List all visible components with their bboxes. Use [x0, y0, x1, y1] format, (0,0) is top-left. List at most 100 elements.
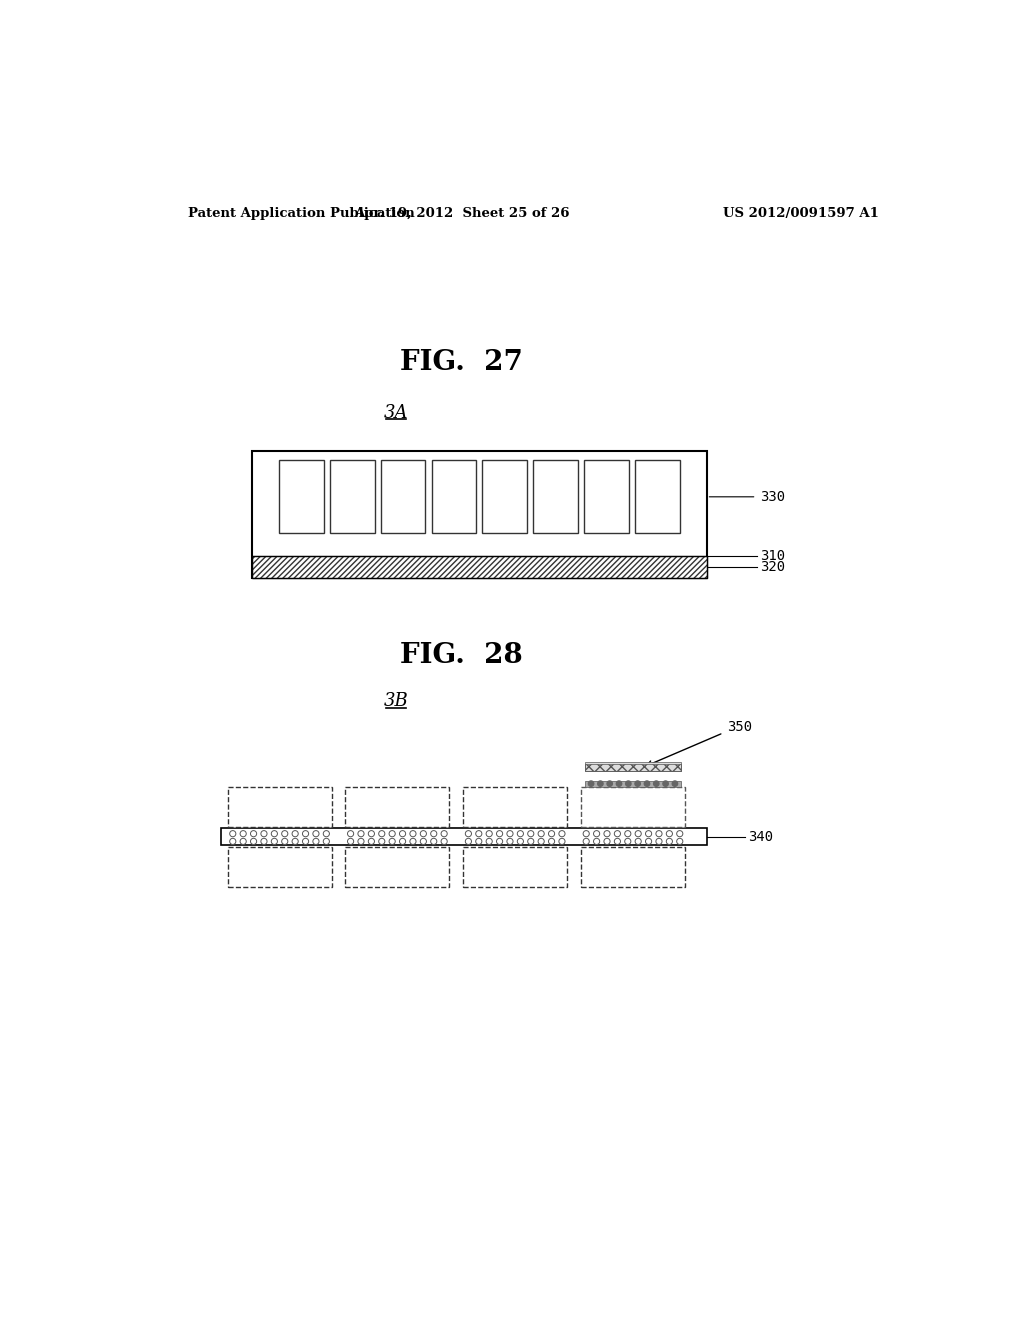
Bar: [252, 557, 707, 578]
Circle shape: [431, 838, 437, 845]
Circle shape: [583, 830, 589, 837]
Circle shape: [677, 830, 683, 837]
Circle shape: [324, 830, 330, 837]
Bar: [585, 762, 681, 771]
Circle shape: [261, 830, 267, 837]
Text: 320: 320: [760, 560, 784, 574]
Circle shape: [645, 830, 651, 837]
Circle shape: [282, 838, 288, 845]
Circle shape: [635, 830, 641, 837]
Circle shape: [358, 830, 365, 837]
Circle shape: [507, 830, 513, 837]
Circle shape: [672, 781, 678, 787]
Text: Patent Application Publication: Patent Application Publication: [188, 207, 415, 220]
Circle shape: [625, 830, 631, 837]
Circle shape: [302, 830, 308, 837]
Circle shape: [420, 838, 426, 845]
Text: 340: 340: [749, 830, 773, 843]
Bar: [581, 787, 685, 826]
Bar: [463, 847, 567, 887]
Bar: [227, 787, 332, 826]
Text: FIG.  28: FIG. 28: [400, 642, 523, 668]
Circle shape: [644, 781, 649, 787]
Text: 3B: 3B: [384, 692, 409, 710]
Circle shape: [594, 830, 600, 837]
Circle shape: [667, 830, 673, 837]
Bar: [534, 461, 578, 533]
Text: Apr. 19, 2012  Sheet 25 of 26: Apr. 19, 2012 Sheet 25 of 26: [354, 207, 569, 220]
Circle shape: [282, 830, 288, 837]
Bar: [227, 847, 332, 887]
Circle shape: [410, 830, 416, 837]
Circle shape: [538, 838, 544, 845]
Circle shape: [497, 838, 503, 845]
Bar: [252, 557, 707, 578]
Circle shape: [626, 781, 631, 787]
Circle shape: [240, 838, 246, 845]
Bar: [252, 557, 707, 578]
Circle shape: [261, 838, 267, 845]
Circle shape: [538, 830, 544, 837]
Circle shape: [604, 830, 610, 837]
Text: 310: 310: [760, 549, 784, 564]
Circle shape: [229, 838, 236, 845]
Circle shape: [656, 838, 663, 845]
Circle shape: [583, 838, 589, 845]
Circle shape: [497, 830, 503, 837]
Circle shape: [594, 838, 600, 845]
Circle shape: [604, 838, 610, 845]
Circle shape: [607, 781, 612, 787]
Bar: [221, 829, 707, 845]
Circle shape: [229, 830, 236, 837]
Circle shape: [441, 830, 447, 837]
Circle shape: [517, 830, 523, 837]
Text: US 2012/0091597 A1: US 2012/0091597 A1: [723, 207, 879, 220]
Circle shape: [635, 781, 640, 787]
Circle shape: [465, 830, 471, 837]
Circle shape: [663, 781, 669, 787]
Circle shape: [410, 838, 416, 845]
Circle shape: [614, 838, 621, 845]
Circle shape: [302, 838, 308, 845]
Circle shape: [635, 838, 641, 845]
Circle shape: [667, 838, 673, 845]
Circle shape: [486, 830, 493, 837]
Bar: [381, 461, 425, 533]
Circle shape: [251, 838, 257, 845]
Circle shape: [476, 830, 482, 837]
Circle shape: [559, 830, 565, 837]
Circle shape: [527, 838, 534, 845]
Bar: [345, 787, 450, 826]
Circle shape: [656, 830, 663, 837]
Bar: [345, 847, 450, 887]
Circle shape: [559, 838, 565, 845]
Circle shape: [616, 781, 622, 787]
Circle shape: [379, 838, 385, 845]
Circle shape: [486, 838, 493, 845]
Circle shape: [549, 838, 555, 845]
Circle shape: [379, 830, 385, 837]
Circle shape: [598, 781, 603, 787]
Circle shape: [347, 830, 353, 837]
Circle shape: [625, 838, 631, 845]
Text: 330: 330: [760, 490, 784, 504]
Bar: [280, 461, 324, 533]
Circle shape: [271, 830, 278, 837]
Circle shape: [369, 838, 375, 845]
Circle shape: [441, 838, 447, 845]
Circle shape: [369, 830, 375, 837]
Circle shape: [431, 830, 437, 837]
Circle shape: [476, 838, 482, 845]
Circle shape: [347, 838, 353, 845]
Circle shape: [389, 830, 395, 837]
Circle shape: [251, 830, 257, 837]
Circle shape: [549, 830, 555, 837]
Bar: [330, 461, 375, 533]
Circle shape: [313, 838, 319, 845]
Circle shape: [324, 838, 330, 845]
Circle shape: [645, 838, 651, 845]
Bar: [432, 461, 476, 533]
Circle shape: [677, 838, 683, 845]
Bar: [635, 461, 680, 533]
Circle shape: [589, 781, 594, 787]
